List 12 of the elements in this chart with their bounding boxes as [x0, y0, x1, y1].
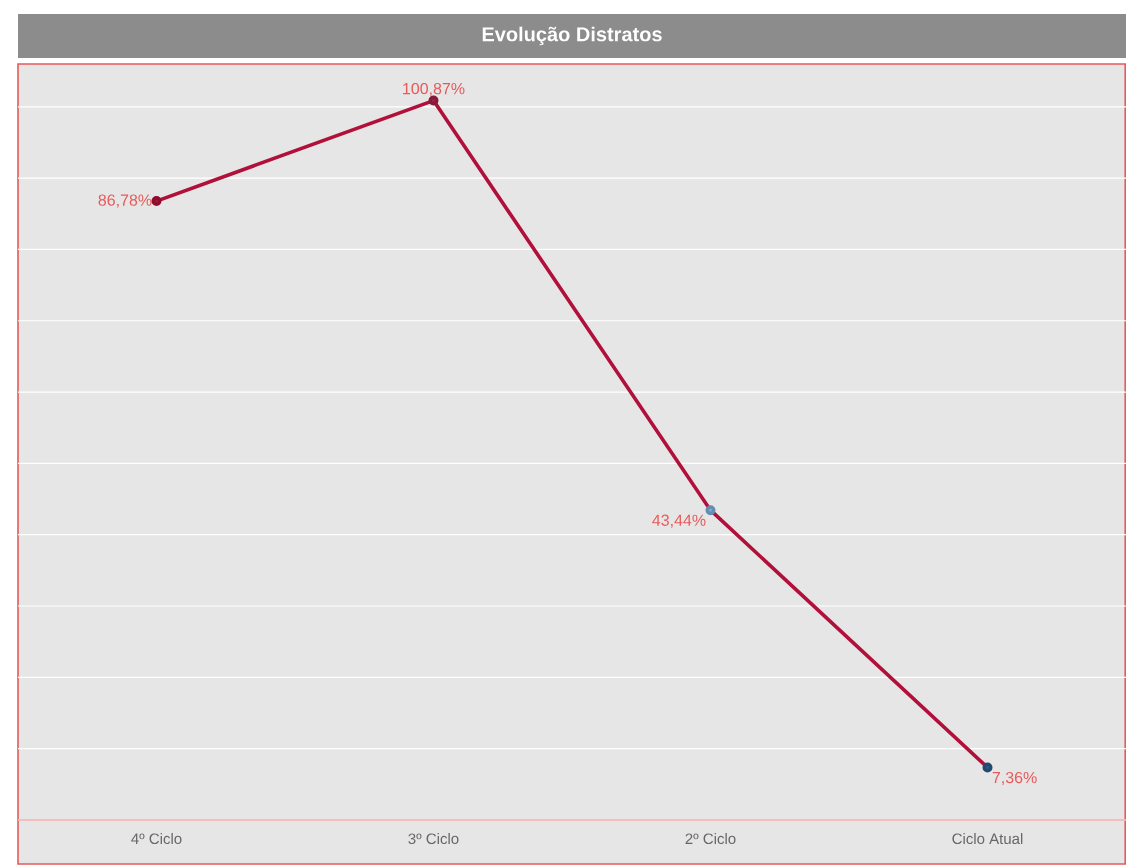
point	[151, 196, 162, 207]
point	[982, 762, 993, 773]
data-label: 7,36%	[992, 771, 1037, 786]
chart-title: Evolução Distratos	[482, 26, 662, 46]
x-tick-label: 3º Ciclo	[408, 833, 459, 845]
data-label: 43,44%	[652, 514, 706, 528]
x-tick-label: 4º Ciclo	[131, 833, 182, 845]
x-tick-label: Ciclo Atual	[952, 833, 1023, 845]
point	[705, 505, 716, 516]
data-label: 86,78%	[98, 194, 152, 208]
data-label: 100,87%	[403, 82, 465, 97]
x-tick-label: 2º Ciclo	[685, 833, 736, 845]
